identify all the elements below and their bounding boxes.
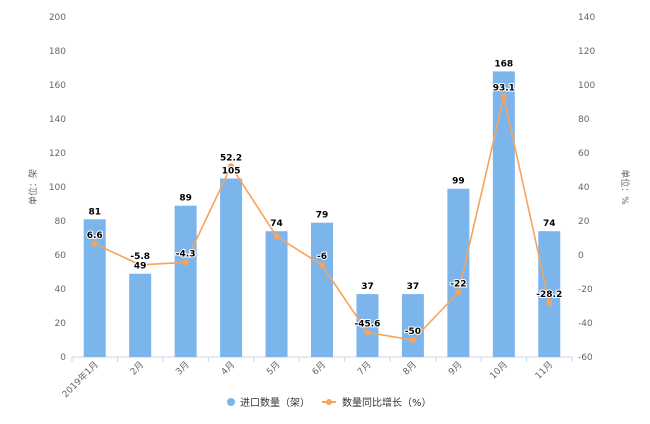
legend-label-bars: 进口数量（架） xyxy=(240,396,310,409)
bar-data-label: 105 xyxy=(222,167,241,177)
bars-layer xyxy=(83,71,561,358)
line-point xyxy=(546,299,553,306)
line-point xyxy=(500,93,507,100)
y-right-tick-label: 100 xyxy=(578,81,595,91)
bar xyxy=(401,294,424,357)
line-point xyxy=(228,163,235,170)
x-tick-label: 6月 xyxy=(310,359,328,377)
legend-marker-line-dot xyxy=(326,399,332,405)
y-right-tick-label: 60 xyxy=(578,149,590,159)
y-left-tick-label: 160 xyxy=(49,81,66,91)
y-left-tick-label: 60 xyxy=(55,251,67,261)
bar xyxy=(83,219,106,357)
x-tick-label: 11月 xyxy=(533,359,555,381)
y-left-tick-label: 0 xyxy=(60,353,66,363)
line-data-label: 52.2 xyxy=(220,153,242,163)
line-point xyxy=(137,261,144,268)
line-data-label: -28.2 xyxy=(536,290,562,300)
y-left-tick-label: 140 xyxy=(49,115,66,125)
bar xyxy=(174,205,197,357)
bar xyxy=(538,231,561,357)
x-tick-label: 2月 xyxy=(128,359,146,377)
y-right-tick-label: 20 xyxy=(578,217,590,227)
bar-data-label: 37 xyxy=(407,282,420,292)
x-tick-label: 7月 xyxy=(355,359,373,377)
bar xyxy=(265,231,288,357)
bar xyxy=(447,188,470,357)
y-right-tick-label: 140 xyxy=(578,13,595,23)
legend: 进口数量（架） 数量同比增长（%） xyxy=(227,396,432,409)
line-data-label: -4.3 xyxy=(176,249,196,259)
line-data-label: -5.8 xyxy=(130,252,150,262)
line-point xyxy=(182,259,189,266)
line-point xyxy=(364,329,371,336)
y-right-tick-label: -40 xyxy=(578,319,593,329)
bar-data-label: 168 xyxy=(494,59,513,69)
line-point xyxy=(273,233,280,240)
bar-data-label: 79 xyxy=(316,211,329,221)
y-right-tick-label: 80 xyxy=(578,115,590,125)
y-left-tick-label: 120 xyxy=(49,149,66,159)
bar-data-label: 37 xyxy=(361,282,374,292)
y-right-tick-label: -60 xyxy=(578,353,593,363)
bar-data-label: 74 xyxy=(270,219,283,229)
legend-label-line: 数量同比增长（%） xyxy=(342,396,432,409)
legend-marker-bars xyxy=(227,398,235,406)
line-point xyxy=(319,262,325,269)
bar-data-label: 99 xyxy=(452,177,465,187)
y-right-tick-label: 40 xyxy=(578,183,590,193)
line-data-label: 93.1 xyxy=(493,84,515,94)
bar xyxy=(311,222,333,357)
y-right-tick-label: 120 xyxy=(578,47,595,57)
line-data-label: -6 xyxy=(317,252,327,262)
line-data-label: -45.6 xyxy=(354,320,380,330)
x-tick-label: 5月 xyxy=(264,359,282,377)
bar xyxy=(220,178,243,357)
y-right-tick-label: 0 xyxy=(578,251,584,261)
bar xyxy=(492,71,515,358)
bar xyxy=(356,294,379,357)
y-left-tick-label: 200 xyxy=(49,13,66,23)
y-right-tick-label: -20 xyxy=(578,285,593,295)
x-tick-label: 2019年1月 xyxy=(59,359,100,400)
y-left-tick-label: 40 xyxy=(55,285,67,295)
y-axis-left-title: 单位：架 xyxy=(27,169,39,205)
line-point xyxy=(455,289,462,296)
x-tick-label: 8月 xyxy=(401,359,419,377)
line-data-label: -50 xyxy=(405,327,421,337)
line-layer xyxy=(91,93,553,343)
bar-data-label: 81 xyxy=(88,207,101,217)
line-point xyxy=(91,240,98,247)
bar-data-label: 49 xyxy=(134,262,147,272)
data-labels-layer: 81 49 89 105 74 79 37 37 99 168 74 6.6 -5.8 -4.3 52.2 -… xyxy=(86,58,563,338)
x-tick-label: 10月 xyxy=(488,359,510,381)
bar-data-label: 89 xyxy=(179,194,192,204)
y-left-tick-label: 80 xyxy=(55,217,67,227)
x-tick-label: 4月 xyxy=(219,359,237,377)
y-axis-right-title: 单位：% xyxy=(619,169,631,205)
bar xyxy=(129,273,152,357)
line-data-label: -22 xyxy=(450,279,466,289)
x-tick-label: 9月 xyxy=(446,359,464,377)
y-left-tick-label: 100 xyxy=(49,183,66,193)
bar-data-label: 74 xyxy=(543,219,556,229)
line-point xyxy=(409,337,416,343)
x-tick-label: 3月 xyxy=(174,359,192,377)
y-left-tick-label: 20 xyxy=(55,319,67,329)
line-data-label: 6.6 xyxy=(87,231,103,241)
y-left-tick-label: 180 xyxy=(49,47,66,57)
